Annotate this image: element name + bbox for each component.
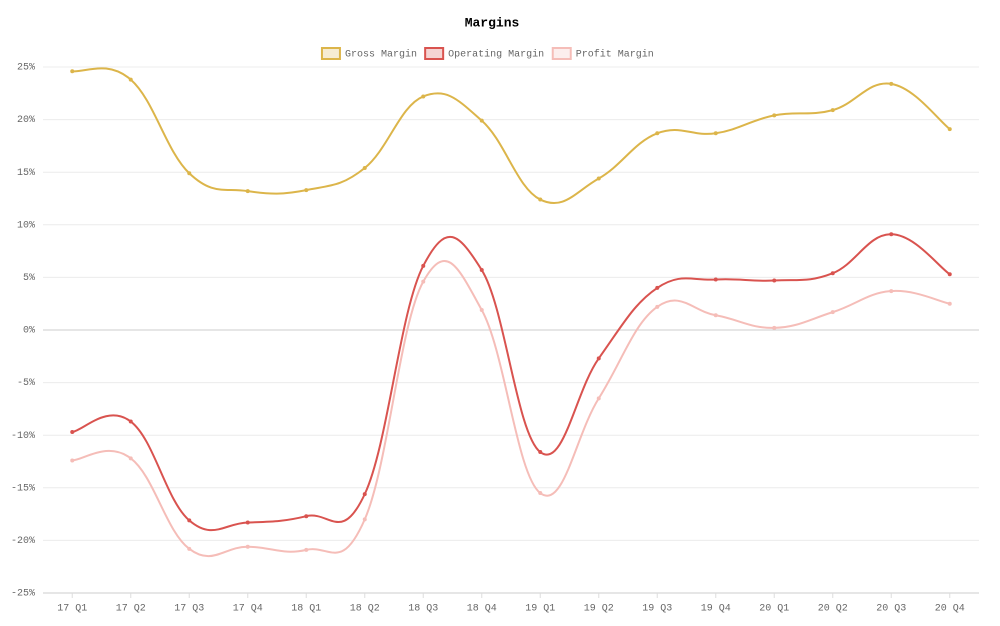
data-point: [479, 118, 484, 123]
data-point: [947, 301, 952, 306]
legend-label: Profit Margin: [576, 49, 654, 61]
x-tick-label: 18 Q3: [408, 604, 438, 615]
data-point: [421, 94, 426, 99]
x-tick-label: 18 Q2: [350, 604, 380, 615]
data-point: [830, 310, 835, 315]
x-tick-label: 20 Q4: [935, 604, 965, 615]
x-tick-label: 19 Q4: [701, 604, 731, 615]
data-point: [70, 458, 75, 463]
data-point: [538, 491, 543, 496]
x-tick-label: 19 Q2: [584, 604, 614, 615]
data-point: [596, 356, 601, 361]
data-point: [538, 197, 543, 202]
y-tick-label: 10%: [17, 220, 35, 231]
data-point: [304, 547, 309, 552]
data-point: [655, 304, 660, 309]
data-point: [187, 546, 192, 551]
x-tick-label: 17 Q2: [116, 604, 146, 615]
y-tick-label: 25%: [17, 63, 35, 74]
data-point: [421, 279, 426, 284]
data-point: [713, 131, 718, 136]
data-point: [479, 268, 484, 273]
y-tick-label: 15%: [17, 168, 35, 179]
data-point: [596, 396, 601, 401]
x-tick-label: 18 Q1: [291, 604, 321, 615]
data-point: [772, 325, 777, 330]
data-point: [362, 165, 367, 170]
data-point: [889, 289, 894, 294]
x-tick-label: 17 Q3: [174, 604, 204, 615]
data-point: [889, 81, 894, 86]
data-point: [70, 430, 75, 435]
series-line: [72, 259, 950, 558]
data-point: [772, 113, 777, 118]
x-tick-label: 19 Q1: [525, 604, 555, 615]
data-point: [128, 419, 133, 424]
data-point: [304, 514, 309, 519]
x-tick-label: 19 Q3: [642, 604, 672, 615]
legend-label: Operating Margin: [448, 49, 544, 61]
data-point: [128, 77, 133, 82]
y-tick-label: -25%: [11, 589, 35, 600]
data-point: [889, 232, 894, 237]
data-point: [304, 188, 309, 193]
data-point: [421, 263, 426, 268]
series-line: [72, 67, 951, 205]
chart-title: Margins: [465, 15, 520, 30]
data-point: [362, 492, 367, 497]
x-tick-label: 20 Q2: [818, 604, 848, 615]
data-point: [655, 285, 660, 290]
y-tick-label: 20%: [17, 115, 35, 126]
data-point: [947, 127, 952, 132]
data-point: [947, 272, 952, 277]
data-point: [713, 277, 718, 282]
data-point: [479, 308, 484, 313]
x-tick-label: 20 Q1: [759, 604, 789, 615]
data-point: [713, 313, 718, 318]
data-point: [596, 176, 601, 181]
data-point: [830, 108, 835, 113]
data-point: [772, 278, 777, 283]
y-tick-label: -20%: [11, 536, 35, 547]
legend-label: Gross Margin: [345, 49, 417, 61]
data-point: [362, 517, 367, 522]
x-tick-label: 17 Q4: [233, 604, 263, 615]
legend-swatch: [424, 47, 445, 60]
x-tick-label: 20 Q3: [876, 604, 906, 615]
data-point: [187, 518, 192, 523]
data-point: [187, 171, 192, 176]
x-tick-label: 18 Q4: [467, 604, 497, 615]
y-tick-label: -15%: [11, 483, 35, 494]
legend-swatch: [551, 47, 572, 60]
data-point: [538, 450, 543, 455]
y-tick-label: 5%: [23, 273, 35, 284]
y-tick-label: -10%: [11, 431, 35, 442]
data-point: [245, 520, 250, 525]
y-tick-label: -5%: [17, 378, 35, 389]
data-point: [70, 69, 75, 74]
data-point: [245, 189, 250, 194]
data-point: [128, 456, 133, 461]
x-tick-label: 17 Q1: [57, 604, 87, 615]
data-point: [655, 131, 660, 136]
legend-swatch: [320, 47, 341, 60]
y-tick-label: 0%: [23, 326, 35, 337]
data-point: [830, 271, 835, 276]
data-point: [245, 544, 250, 549]
